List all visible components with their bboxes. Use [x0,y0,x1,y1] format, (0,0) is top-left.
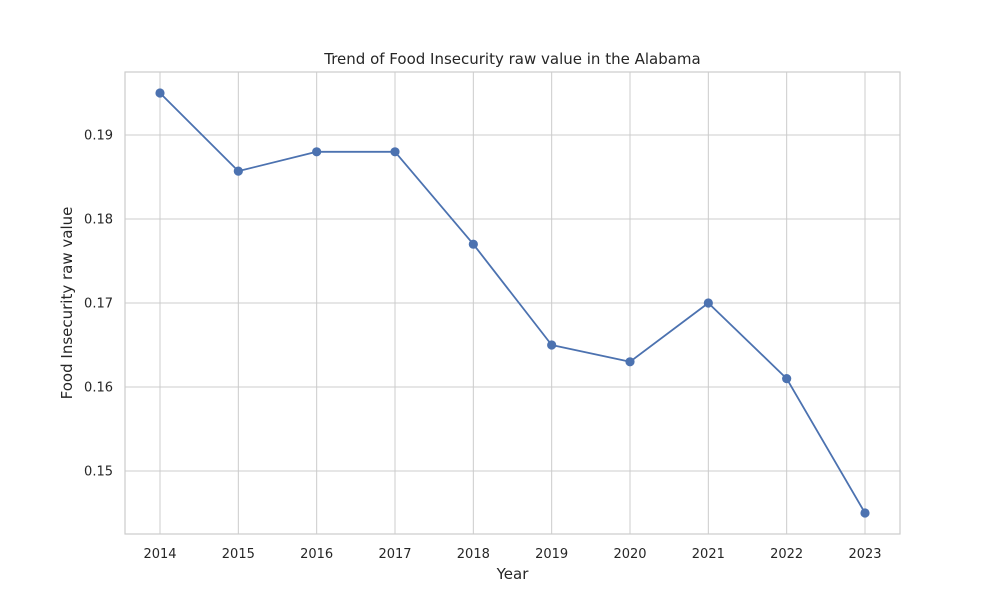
data-point [155,88,165,98]
x-tick-label: 2018 [457,547,490,562]
series-line [159,92,866,514]
data-point [547,340,557,350]
y-tick-label: 0.19 [84,129,113,144]
y-tick-label: 0.15 [84,465,113,480]
data-point [233,166,243,176]
data-point [782,374,792,384]
x-axis-title: Year [496,565,530,583]
grid [125,72,900,534]
y-tick-label: 0.17 [84,297,113,312]
data-point [703,298,713,308]
x-tick-label: 2017 [378,547,411,562]
x-tick-label: 2021 [692,547,725,562]
plot-area-frame [124,71,901,535]
x-tick-label: 2022 [770,547,803,562]
x-tick-label: 2016 [300,547,333,562]
data-point [625,357,635,367]
data-point [312,147,322,157]
y-tick-label: 0.16 [84,381,113,396]
x-tick-label: 2020 [613,547,646,562]
x-tick-label: 2014 [143,547,176,562]
x-tick-label: 2015 [222,547,255,562]
y-tick-label: 0.18 [84,213,113,228]
data-point [860,508,870,518]
y-axis-title: Food Insecurity raw value [58,207,76,400]
x-tick-labels: 2014 2015 2016 2017 2018 2019 2020 2021 2022 2023 [143,547,881,562]
series-layer [155,88,870,518]
data-point [468,239,478,249]
y-tick-labels: 0.15 0.16 0.17 0.18 0.19 [84,129,113,480]
data-point [390,147,400,157]
x-tick-label: 2023 [848,547,881,562]
x-tick-label: 2019 [535,547,568,562]
chart-title: Trend of Food Insecurity raw value in th… [323,50,700,68]
